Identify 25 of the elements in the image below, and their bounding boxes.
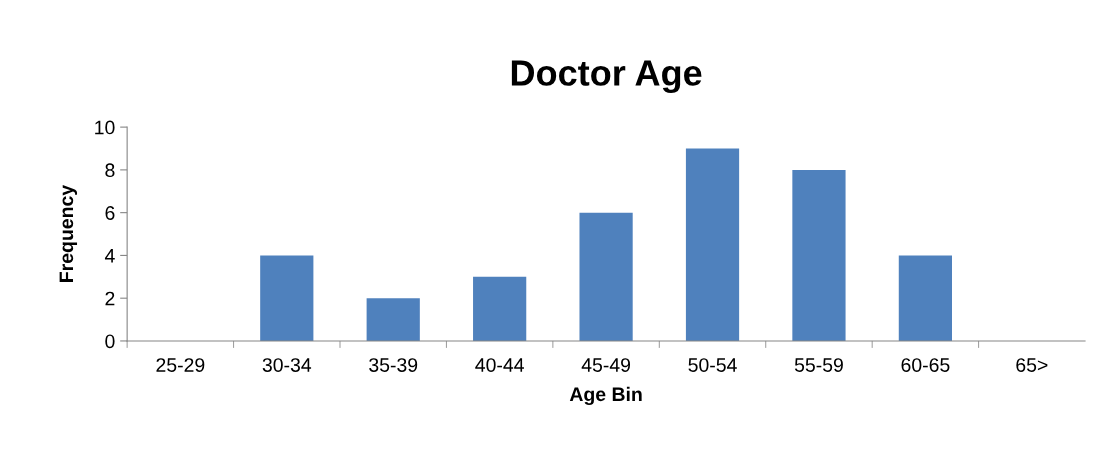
x-tick-label: 25-29 xyxy=(156,358,205,372)
bar xyxy=(898,255,952,341)
bar xyxy=(685,148,740,341)
y-tick-label: 10 xyxy=(95,120,115,135)
x-tick-label: 65> xyxy=(1016,358,1048,372)
x-tick-label: 55-59 xyxy=(794,358,843,372)
x-tick-label: 60-65 xyxy=(901,358,950,372)
y-tick-label: 8 xyxy=(105,163,115,178)
y-tick-label: 2 xyxy=(105,291,115,306)
y-tick-label: 0 xyxy=(105,334,115,349)
x-tick-label: 40-44 xyxy=(475,358,524,372)
x-tick-label: 35-39 xyxy=(369,358,418,372)
y-tick-label: 4 xyxy=(104,249,115,263)
chart-title: Doctor Age xyxy=(511,60,702,94)
bar xyxy=(260,255,314,341)
bar xyxy=(792,169,846,341)
x-tick-label: 45-49 xyxy=(581,358,631,372)
y-tick-label: 6 xyxy=(105,206,115,220)
y-axis-title: Frequency xyxy=(59,184,78,282)
bar xyxy=(473,276,527,341)
x-tick-label: 50-54 xyxy=(688,358,737,372)
x-tick-label: 30-34 xyxy=(262,358,312,372)
bar xyxy=(579,212,633,341)
bar xyxy=(366,298,420,341)
x-axis-title: Age Bin xyxy=(569,386,642,406)
